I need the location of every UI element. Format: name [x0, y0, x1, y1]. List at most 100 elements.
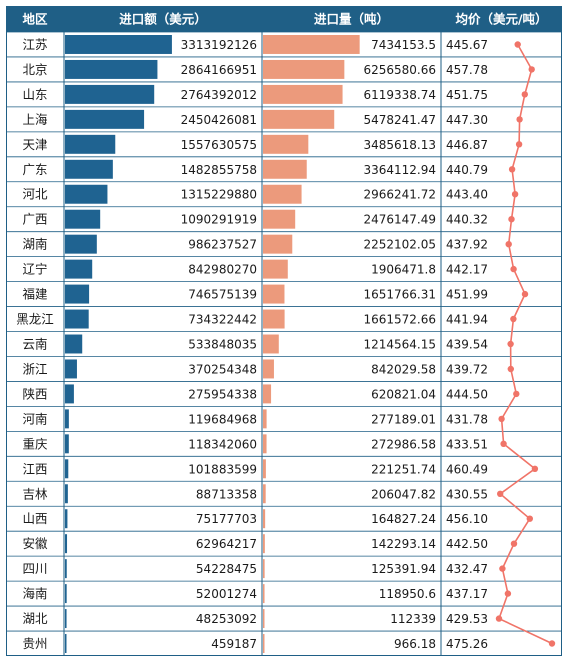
region-label: 湖南: [22, 237, 47, 252]
price-point: [526, 515, 533, 522]
table-row: 湖南 986237527 2252102.05 437.92: [22, 234, 488, 254]
volume-label: 6119338.74: [363, 88, 436, 102]
price-label: 457.78: [446, 63, 488, 77]
volume-bar: [263, 584, 265, 604]
volume-bar: [263, 509, 266, 529]
price-label: 447.30: [446, 113, 488, 127]
region-label: 河北: [22, 187, 48, 202]
price-point: [495, 615, 503, 622]
amount-label: 1482855758: [181, 163, 257, 177]
table-row: 陕西 275954338 620821.04 444.50: [22, 384, 488, 404]
amount-bar: [65, 509, 68, 529]
amount-label: 62964217: [196, 537, 257, 551]
amount-bar: [65, 134, 116, 154]
amount-bar: [65, 59, 158, 79]
import-table: 地区 进口额（美元） 进口量（吨） 均价（美元/吨） 江苏 3313192126 7…: [6, 6, 562, 656]
volume-bar: [263, 134, 309, 154]
region-label: 天津: [22, 137, 47, 152]
amount-label: 2864166951: [181, 63, 257, 77]
price-label: 442.50: [446, 537, 488, 551]
region-label: 上海: [22, 112, 48, 127]
table-row: 江苏 3313192126 7434153.5 445.67: [22, 35, 488, 54]
volume-bar: [263, 209, 296, 229]
amount-label: 2450426081: [181, 113, 257, 127]
volume-label: 1906471.8: [371, 263, 436, 277]
region-label: 福建: [22, 287, 48, 302]
price-point: [521, 290, 529, 298]
price-point: [515, 141, 523, 148]
amount-label: 533848035: [188, 338, 257, 352]
volume-label: 1214564.15: [363, 338, 436, 352]
price-point: [510, 315, 517, 323]
volume-bar: [263, 484, 266, 504]
volume-bar: [263, 334, 279, 354]
amount-label: 119684968: [188, 412, 257, 426]
table-row: 河北 1315229880 2966241.72 443.40: [22, 184, 488, 204]
amount-label: 101883599: [188, 462, 257, 476]
price-label: 429.53: [446, 612, 488, 626]
volume-label: 6256580.66: [363, 63, 436, 77]
table-grid: [6, 6, 562, 656]
table-row: 上海 2450426081 5478241.47 447.30: [22, 109, 488, 129]
region-label: 广西: [22, 212, 47, 227]
table-row: 湖北 48253092 112339 429.53: [22, 609, 488, 629]
table-row: 北京 2864166951 6256580.66 457.78: [22, 59, 488, 79]
volume-label: 277189.01: [371, 412, 436, 426]
price-label: 446.87: [446, 138, 488, 152]
table-row: 天津 1557630575 3485618.13 446.87: [22, 134, 488, 154]
region-label: 河南: [22, 411, 47, 426]
amount-label: 48253092: [196, 612, 257, 626]
amount-label: 842980270: [188, 263, 257, 277]
amount-label: 734322442: [188, 313, 257, 327]
price-label: 451.75: [446, 88, 488, 102]
price-line: [498, 44, 553, 645]
price-point: [548, 640, 556, 647]
price-trend: [495, 41, 556, 647]
header-price: 均价（美元/吨）: [455, 12, 547, 27]
table-row: 广西 1090291919 2476147.49 440.32: [22, 209, 488, 229]
volume-bar: [263, 109, 335, 129]
price-point: [497, 490, 504, 497]
amount-bar: [65, 609, 67, 629]
volume-label: 1651766.31: [363, 288, 436, 302]
amount-label: 54228475: [196, 562, 257, 576]
price-point: [507, 340, 514, 348]
amount-bar: [65, 409, 69, 429]
volume-label: 1661572.66: [363, 313, 436, 327]
price-label: 431.78: [446, 412, 488, 426]
volume-label: 125391.94: [371, 562, 436, 576]
volume-label: 221251.74: [371, 462, 436, 476]
amount-label: 1315229880: [181, 188, 257, 202]
price-label: 460.49: [446, 462, 488, 476]
header-volume: 进口量（吨）: [314, 12, 389, 27]
volume-label: 2966241.72: [363, 188, 436, 202]
price-label: 442.17: [446, 263, 488, 277]
volume-bar: [263, 35, 360, 54]
volume-label: 272986.58: [371, 437, 436, 451]
amount-label: 1557630575: [181, 138, 257, 152]
price-point: [513, 390, 520, 398]
price-label: 441.94: [446, 313, 488, 327]
price-point: [531, 465, 539, 472]
region-label: 海南: [22, 586, 47, 601]
amount-bar: [65, 35, 172, 54]
amount-bar: [65, 309, 89, 329]
volume-bar: [263, 309, 285, 329]
amount-bar: [65, 634, 67, 653]
region-label: 辽宁: [22, 262, 47, 277]
table-row: 安徽 62964217 142293.14 442.50: [22, 534, 488, 554]
price-label: 443.40: [446, 188, 488, 202]
price-point: [510, 540, 518, 547]
price-point: [505, 241, 512, 248]
amount-label: 746575139: [188, 288, 257, 302]
region-label: 重庆: [22, 436, 48, 451]
table-row: 山西 75177703 164827.24 456.10: [22, 509, 488, 529]
amount-bar: [65, 584, 67, 604]
amount-label: 2764392012: [181, 88, 257, 102]
volume-label: 966.18: [394, 637, 436, 651]
region-label: 四川: [22, 561, 47, 576]
price-point: [504, 590, 512, 597]
volume-bar: [263, 559, 265, 579]
amount-bar: [65, 534, 68, 554]
table-row: 贵州 459187 966.18 475.26: [22, 634, 488, 653]
